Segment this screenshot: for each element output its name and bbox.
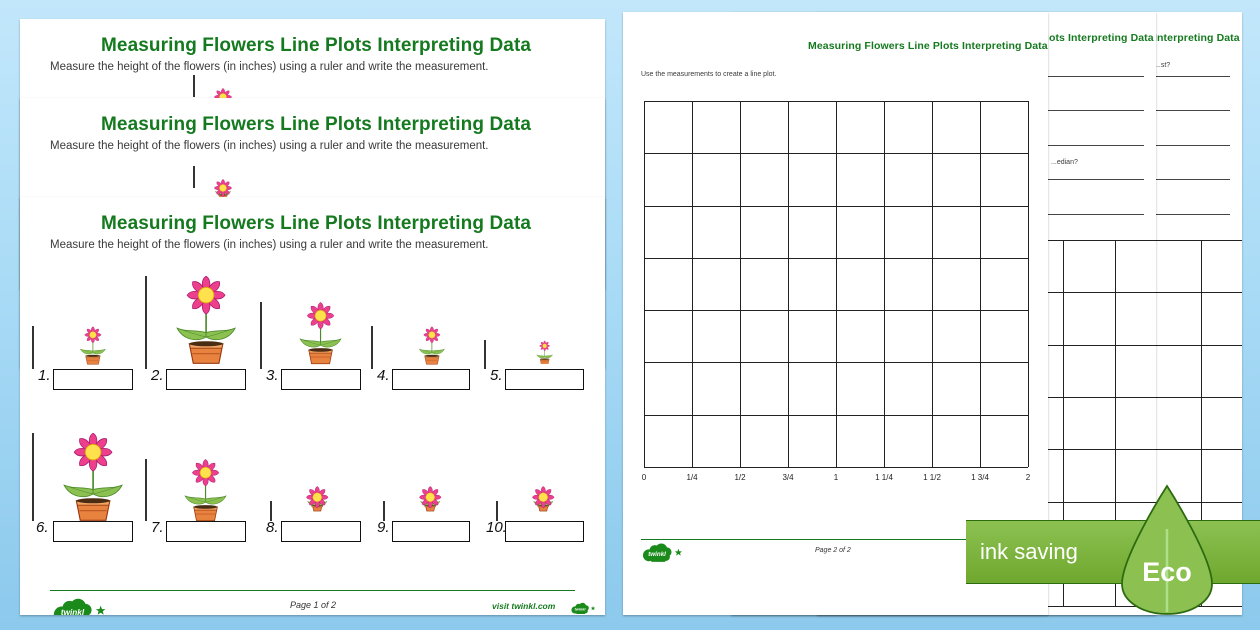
svg-text:Eco: Eco (1142, 557, 1192, 587)
